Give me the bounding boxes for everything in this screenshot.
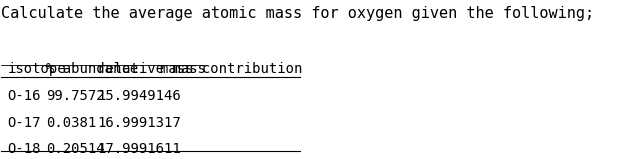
Text: relative mass: relative mass (97, 62, 206, 76)
Text: O-16: O-16 (7, 89, 41, 103)
Text: isotope: isotope (7, 62, 66, 76)
Text: 0.20514: 0.20514 (46, 142, 105, 156)
Text: Calculate the average atomic mass for oxygen given the following;   (ans = 15.99: Calculate the average atomic mass for ox… (1, 6, 617, 21)
Text: mass contribution: mass contribution (160, 62, 302, 76)
Text: 0.0381: 0.0381 (46, 116, 96, 130)
Text: O-18: O-18 (7, 142, 41, 156)
Text: 16.9991317: 16.9991317 (97, 116, 181, 130)
Text: 99.7572: 99.7572 (46, 89, 105, 103)
Text: O-17: O-17 (7, 116, 41, 130)
Text: 15.9949146: 15.9949146 (97, 89, 181, 103)
Text: 17.9991611: 17.9991611 (97, 142, 181, 156)
Text: % abundance: % abundance (46, 62, 138, 76)
